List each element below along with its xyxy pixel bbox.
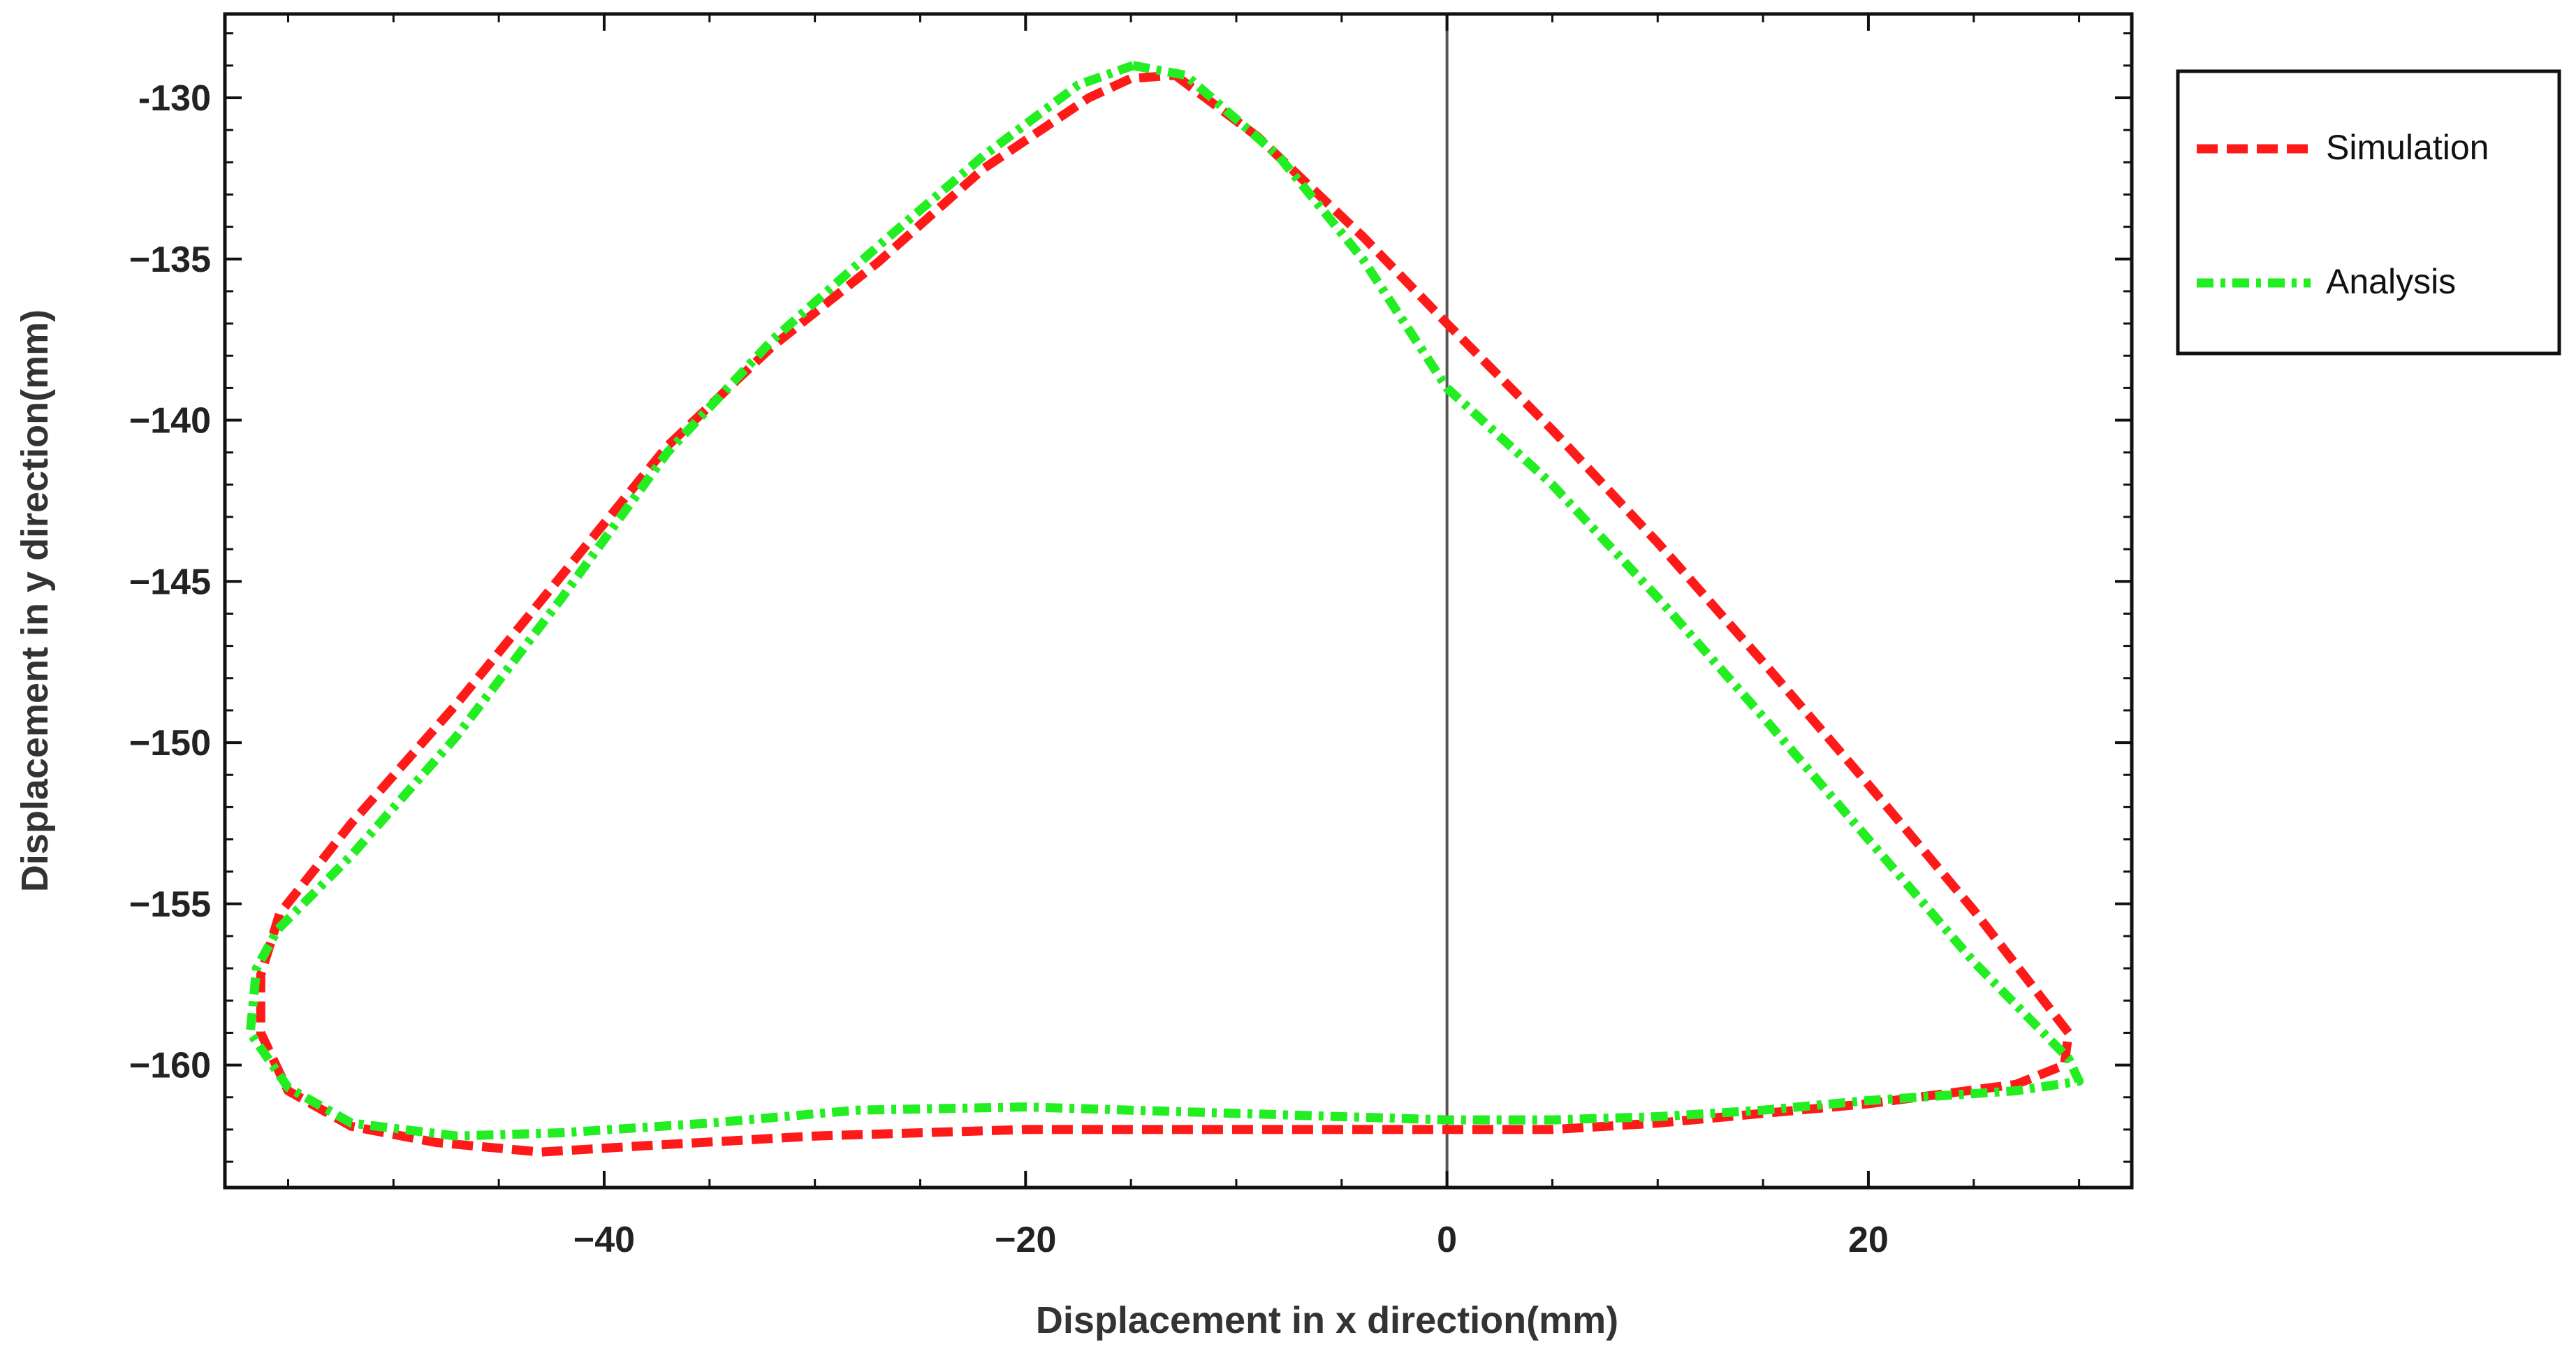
legend-label-analysis: Analysis [2326,262,2456,301]
y-tick-label: −140 [129,401,211,441]
major-ticks [225,14,2132,1188]
x-tick-labels: −40 −20 0 20 [573,1220,1889,1260]
x-tick-label: 0 [1437,1220,1457,1260]
x-tick-label: −20 [995,1220,1056,1260]
x-tick-label: 20 [1848,1220,1889,1260]
series-layer [245,61,2084,1157]
y-tick-labels: -130 −135 −140 −145 −150 −155 −160 [129,78,211,1086]
y-axis-title: Displacement in y direction(mm) [14,309,56,892]
x-tick-label: −40 [573,1220,635,1260]
y-tick-label: −150 [129,723,211,764]
plot-area [225,14,2132,1188]
series-line-analysis [245,61,2084,1141]
y-tick-label: −135 [129,240,211,280]
plot-frame [223,12,2134,1190]
legend-box [2176,69,2561,356]
y-tick-label: -130 [138,78,211,119]
x-axis-title: Displacement in x direction(mm) [1036,1299,1618,1341]
legend-label-simulation: Simulation [2326,128,2489,167]
series-line-simulation [256,71,2073,1157]
legend: Simulation Analysis [2176,69,2561,356]
y-tick-label: −145 [129,562,211,602]
y-tick-label: −155 [129,884,211,925]
y-tick-label: −160 [129,1046,211,1086]
